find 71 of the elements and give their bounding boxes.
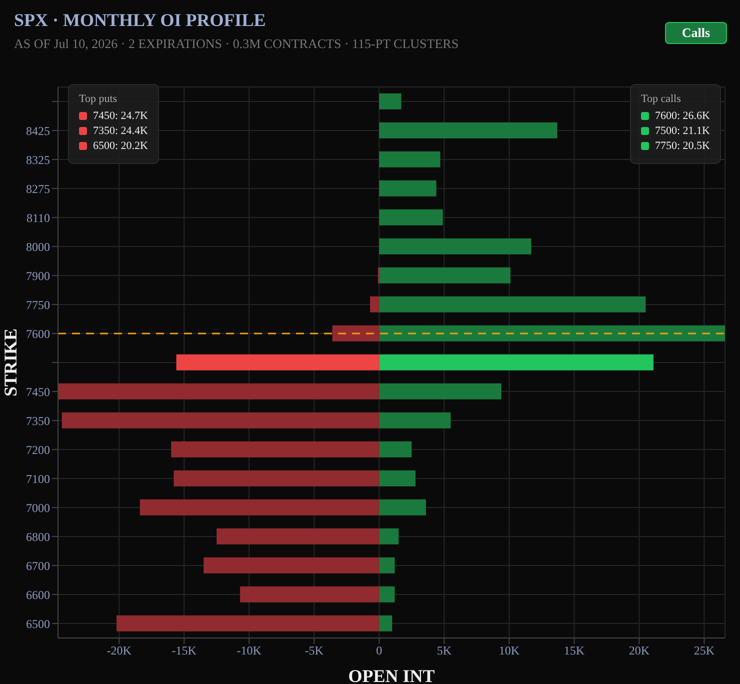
x-axis-title: OPEN INT — [348, 666, 435, 684]
x-tick-label: 10K — [498, 644, 520, 658]
bar — [379, 470, 416, 486]
y-tick-label: 6500 — [26, 616, 50, 631]
bar — [379, 412, 451, 428]
x-tick-label: 15K — [564, 644, 585, 658]
bar — [379, 528, 399, 544]
bar — [379, 238, 532, 254]
bar — [379, 586, 395, 602]
annotation: 7450: 24.7K — [93, 110, 148, 122]
bar — [379, 296, 646, 312]
annotation: Top puts — [79, 93, 118, 105]
bar — [58, 383, 380, 400]
y-tick-label: 7000 — [26, 500, 50, 515]
annotation: Top calls — [641, 93, 682, 105]
bar — [140, 499, 380, 516]
bar — [176, 354, 380, 370]
chart-title: SPX · MONTHLY OI PROFILE — [14, 10, 266, 31]
bar — [379, 93, 402, 110]
bar — [379, 267, 510, 284]
annotation: 7500: 21.1K — [655, 125, 710, 137]
annotation: 7600: 26.6K — [655, 110, 710, 122]
bar — [379, 325, 725, 342]
bar — [62, 412, 380, 428]
y-tick-label: 7900 — [26, 268, 50, 283]
bar — [379, 209, 443, 226]
calls-button: Calls — [665, 22, 727, 44]
y-tick-label: 6600 — [26, 588, 50, 602]
bar — [379, 557, 395, 574]
bar — [216, 528, 380, 544]
bar — [379, 122, 558, 138]
bar — [379, 615, 392, 632]
bar — [240, 586, 380, 602]
y-tick-label: 8325 — [26, 152, 50, 167]
annotation: 6500: 20.2K — [93, 140, 148, 152]
bar — [174, 470, 380, 486]
y-tick-label: 8275 — [26, 182, 50, 196]
x-tick-label: 25K — [694, 644, 715, 658]
chart-subtitle: AS OF Jul 10, 2026 · 2 EXPIRATIONS · 0.3M CONTRACTS · 115-PT CLUSTERS — [14, 36, 459, 52]
y-tick-label: 7200 — [26, 442, 50, 457]
y-tick-label: 8425 — [26, 124, 50, 138]
x-tick-label: 0 — [376, 644, 382, 658]
y-tick-label: 7350 — [26, 414, 50, 428]
y-tick-label: 7100 — [26, 472, 50, 486]
bar — [379, 441, 412, 458]
bar — [204, 557, 380, 574]
bar — [332, 325, 380, 342]
y-tick-label: 8110 — [26, 210, 50, 225]
x-tick-label: -5K — [304, 644, 324, 658]
bar — [379, 180, 436, 196]
y-tick-label: 7600 — [26, 326, 50, 341]
bar — [379, 383, 502, 400]
annotation: 7350: 24.4K — [93, 125, 148, 137]
x-tick-label: -15K — [172, 644, 197, 658]
bar — [171, 441, 380, 458]
y-tick-label: 8000 — [26, 240, 50, 254]
x-tick-label: -10K — [236, 644, 262, 658]
annotation: 7750: 20.5K — [655, 140, 710, 152]
bar — [379, 499, 426, 516]
y-axis-title: STRIKE — [0, 328, 20, 397]
bar — [379, 151, 440, 168]
x-tick-label: -20K — [106, 644, 132, 658]
bar — [370, 296, 380, 312]
y-tick-label: 6800 — [26, 530, 50, 544]
bar — [116, 615, 380, 632]
bar — [379, 354, 654, 370]
y-tick-label: 7750 — [26, 298, 50, 312]
x-tick-label: 20K — [628, 644, 650, 658]
y-tick-label: 6700 — [26, 558, 50, 573]
y-tick-label: 7450 — [26, 384, 50, 399]
x-tick-label: 5K — [436, 644, 452, 658]
